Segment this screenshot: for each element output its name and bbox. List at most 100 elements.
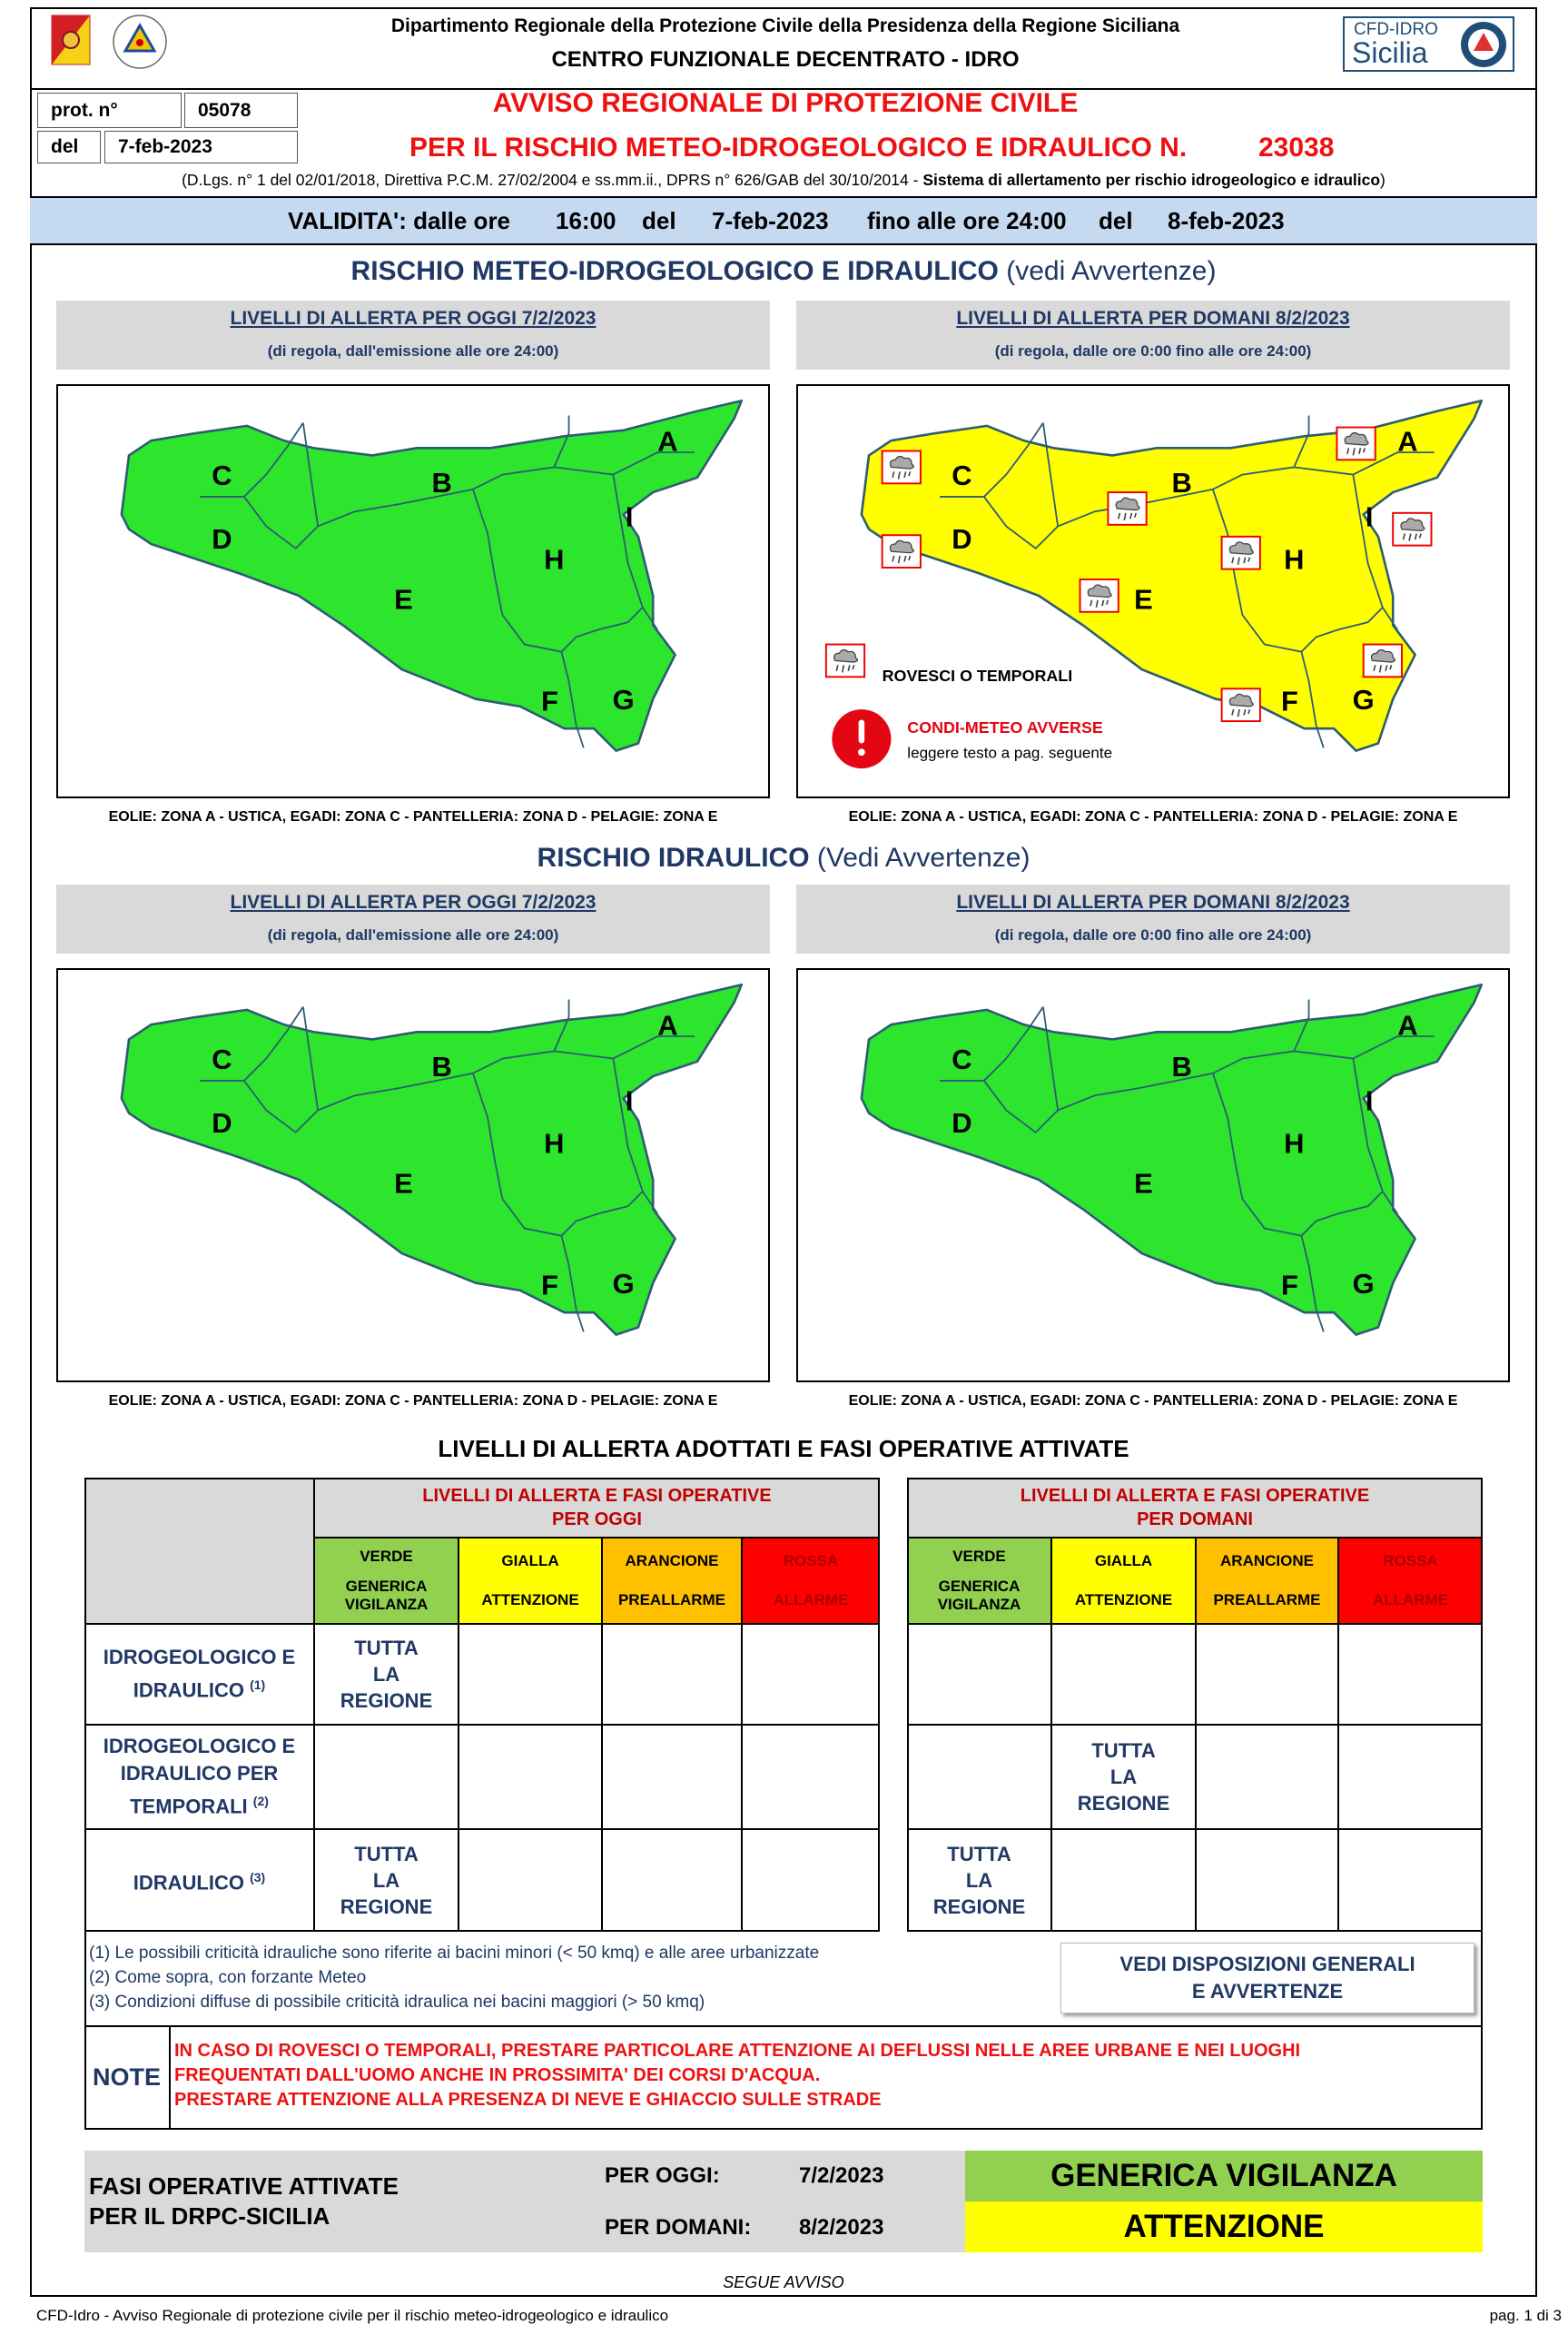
zone-letter: I xyxy=(626,1084,634,1116)
panel-header xyxy=(796,301,1510,370)
zone-border xyxy=(1041,999,1310,1112)
zone-letter: I xyxy=(1366,1084,1374,1116)
zone-letter: F xyxy=(1281,686,1298,717)
level-cell: VERDE GENERICA VIGILANZA xyxy=(907,1538,1051,1624)
risk-header xyxy=(84,1478,314,1624)
risk-note: (3) xyxy=(250,1870,266,1885)
legend-adverse-text: leggere testo a pag. seguente xyxy=(907,744,1112,761)
today-label: PER OGGI: xyxy=(605,2163,720,2188)
section-title-suffix: (Vedi Avvertenze) xyxy=(816,843,1031,873)
storm-cloud xyxy=(1087,584,1112,599)
level-phase: GENERICA VIGILANZA xyxy=(937,1577,1021,1613)
zone-border xyxy=(1352,451,1435,476)
map-frame xyxy=(56,968,770,1382)
today-date: 7/2/2023 xyxy=(799,2163,884,2188)
table-right-frame xyxy=(907,1478,1483,1932)
zone-letter: H xyxy=(1284,1128,1304,1160)
continues: SEGUE AVVISO xyxy=(723,2273,844,2291)
storm-icon xyxy=(1220,688,1261,723)
level-header-line: PER DOMANI xyxy=(1137,1509,1253,1529)
zone-letter: F xyxy=(1281,1270,1298,1301)
section-title-main: RISCHIO IDRAULICO xyxy=(537,843,810,873)
level-name: ROSSA xyxy=(783,1552,839,1570)
zone-letter: C xyxy=(212,460,232,491)
zone-letter: G xyxy=(1353,684,1375,716)
header-rule xyxy=(30,88,1537,90)
storm-icon xyxy=(1220,535,1261,570)
prot-number: 05078 xyxy=(184,93,298,128)
notice-number: 23038 xyxy=(1258,133,1335,163)
legend-storms: ROVESCI O TEMPORALI xyxy=(883,667,1073,685)
phases-title: FASI OPERATIVE ATTIVATE xyxy=(89,2172,399,2200)
logo-triangle xyxy=(123,22,157,53)
notice-title-1: AVVISO REGIONALE DI PROTEZIONE CIVILE xyxy=(492,88,1079,118)
panel-subtitle: (di regola, dalle ore 0:00 fino alle ore… xyxy=(994,926,1312,944)
level-header: LIVELLI DI ALLERTA E FASI OPERATIVE PER D… xyxy=(907,1478,1483,1538)
level-phase: ALLARME xyxy=(773,1590,849,1608)
section-title: RISCHIO METEO-IDROGEOLOGICO E IDRAULICO … xyxy=(30,256,1537,287)
storm-icon xyxy=(824,643,866,678)
level-phase: PREALLARME xyxy=(1213,1590,1321,1608)
level-name: VERDE xyxy=(360,1548,413,1566)
level-name: GIALLA xyxy=(501,1552,559,1570)
level-cell: ARANCIONE PREALLARME xyxy=(602,1538,742,1624)
island-shape xyxy=(120,399,744,752)
zone-letter: E xyxy=(394,584,413,616)
level-cell: ROSSA ALLARME xyxy=(1338,1538,1483,1624)
storm-icon xyxy=(1336,426,1376,461)
zone-border xyxy=(612,1035,695,1060)
zone-border xyxy=(554,1050,658,1214)
validity-text: 16:00 xyxy=(556,207,616,234)
islands-note: EOLIE: ZONA A - USTICA, EGADI: ZONA C - … xyxy=(108,1393,718,1409)
general-provisions-button[interactable]: VEDI DISPOSIZIONI GENERALI E AVVERTENZE xyxy=(1060,1943,1474,2013)
panel-header xyxy=(796,885,1510,954)
table-cell: TUTTA LA REGIONE xyxy=(314,1829,459,1932)
risk-text: IDROGEOLOGICO E IDRAULICO PER TEMPORALI … xyxy=(94,1733,304,1820)
zone-letter: B xyxy=(432,467,452,499)
storm-rain xyxy=(1231,708,1251,717)
section-title-space xyxy=(999,256,1006,286)
storm-rain xyxy=(892,471,912,480)
zone-letter: G xyxy=(613,1268,635,1300)
level-phase: ATTENZIONE xyxy=(1074,1590,1173,1608)
trinacria xyxy=(62,31,80,49)
level-cell: GIALLA ATTENZIONE xyxy=(459,1538,602,1624)
alert-map: A B C D E F G H I xyxy=(860,983,1484,1336)
table-cell xyxy=(602,1725,742,1829)
storm-rain xyxy=(835,665,855,673)
button-line: E AVVERTENZE xyxy=(1191,1980,1344,2003)
table-left-frame xyxy=(84,1478,880,1932)
risk-cell: IDROGEOLOGICO E IDRAULICO (1) xyxy=(84,1624,314,1725)
panel-subtitle: (di regola, dall'emissione alle ore 24:0… xyxy=(267,342,559,360)
zone-border xyxy=(612,451,695,476)
validity-text: VALIDITA': dalle ore xyxy=(288,207,511,234)
note-line: IN CASO DI ROVESCI O TEMPORALI, PRESTARE… xyxy=(174,2041,1301,2061)
islands-note: EOLIE: ZONA A - USTICA, EGADI: ZONA C - … xyxy=(108,809,718,825)
level-cell: VERDE GENERICA VIGILANZA xyxy=(314,1538,459,1624)
warning-bar xyxy=(858,719,865,744)
risk-cell: IDRAULICO (3) xyxy=(84,1829,314,1932)
panel-subtitle: (di regola, dalle ore 0:00 fino alle ore… xyxy=(994,342,1312,360)
storm-cloud xyxy=(889,455,914,470)
table-cell xyxy=(1196,1624,1338,1725)
note-line: PRESTARE ATTENZIONE ALLA PRESENZA DI NEV… xyxy=(174,2090,882,2110)
validity-text: 7-feb-2023 xyxy=(712,207,829,234)
storm-icon xyxy=(881,450,922,485)
validity-text: 8-feb-2023 xyxy=(1168,207,1285,234)
validity-text: fino alle ore 24:00 xyxy=(867,207,1067,234)
storm-cloud xyxy=(1370,648,1395,663)
level-name: ARANCIONE xyxy=(625,1552,719,1570)
panel-title: LIVELLI DI ALLERTA PER OGGI 7/2/2023 xyxy=(230,892,597,913)
panel-title: LIVELLI DI ALLERTA PER OGGI 7/2/2023 xyxy=(230,308,597,329)
storm-rain xyxy=(892,555,912,564)
level-name: ROSSA xyxy=(1383,1552,1438,1570)
zone-border xyxy=(940,1006,1044,1082)
islands-note: EOLIE: ZONA A - USTICA, EGADI: ZONA C - … xyxy=(848,1393,1458,1409)
logo-dot xyxy=(136,39,143,46)
risk-name: IDRAULICO xyxy=(133,1871,244,1895)
phases-title: PER IL DRPC-SICILIA xyxy=(89,2202,330,2230)
level-header-line: LIVELLI DI ALLERTA E FASI OPERATIVE xyxy=(422,1486,772,1506)
islands-note: EOLIE: ZONA A - USTICA, EGADI: ZONA C - … xyxy=(848,809,1458,825)
storm-icon xyxy=(1079,579,1119,613)
prot-label: prot. n° xyxy=(37,93,182,128)
